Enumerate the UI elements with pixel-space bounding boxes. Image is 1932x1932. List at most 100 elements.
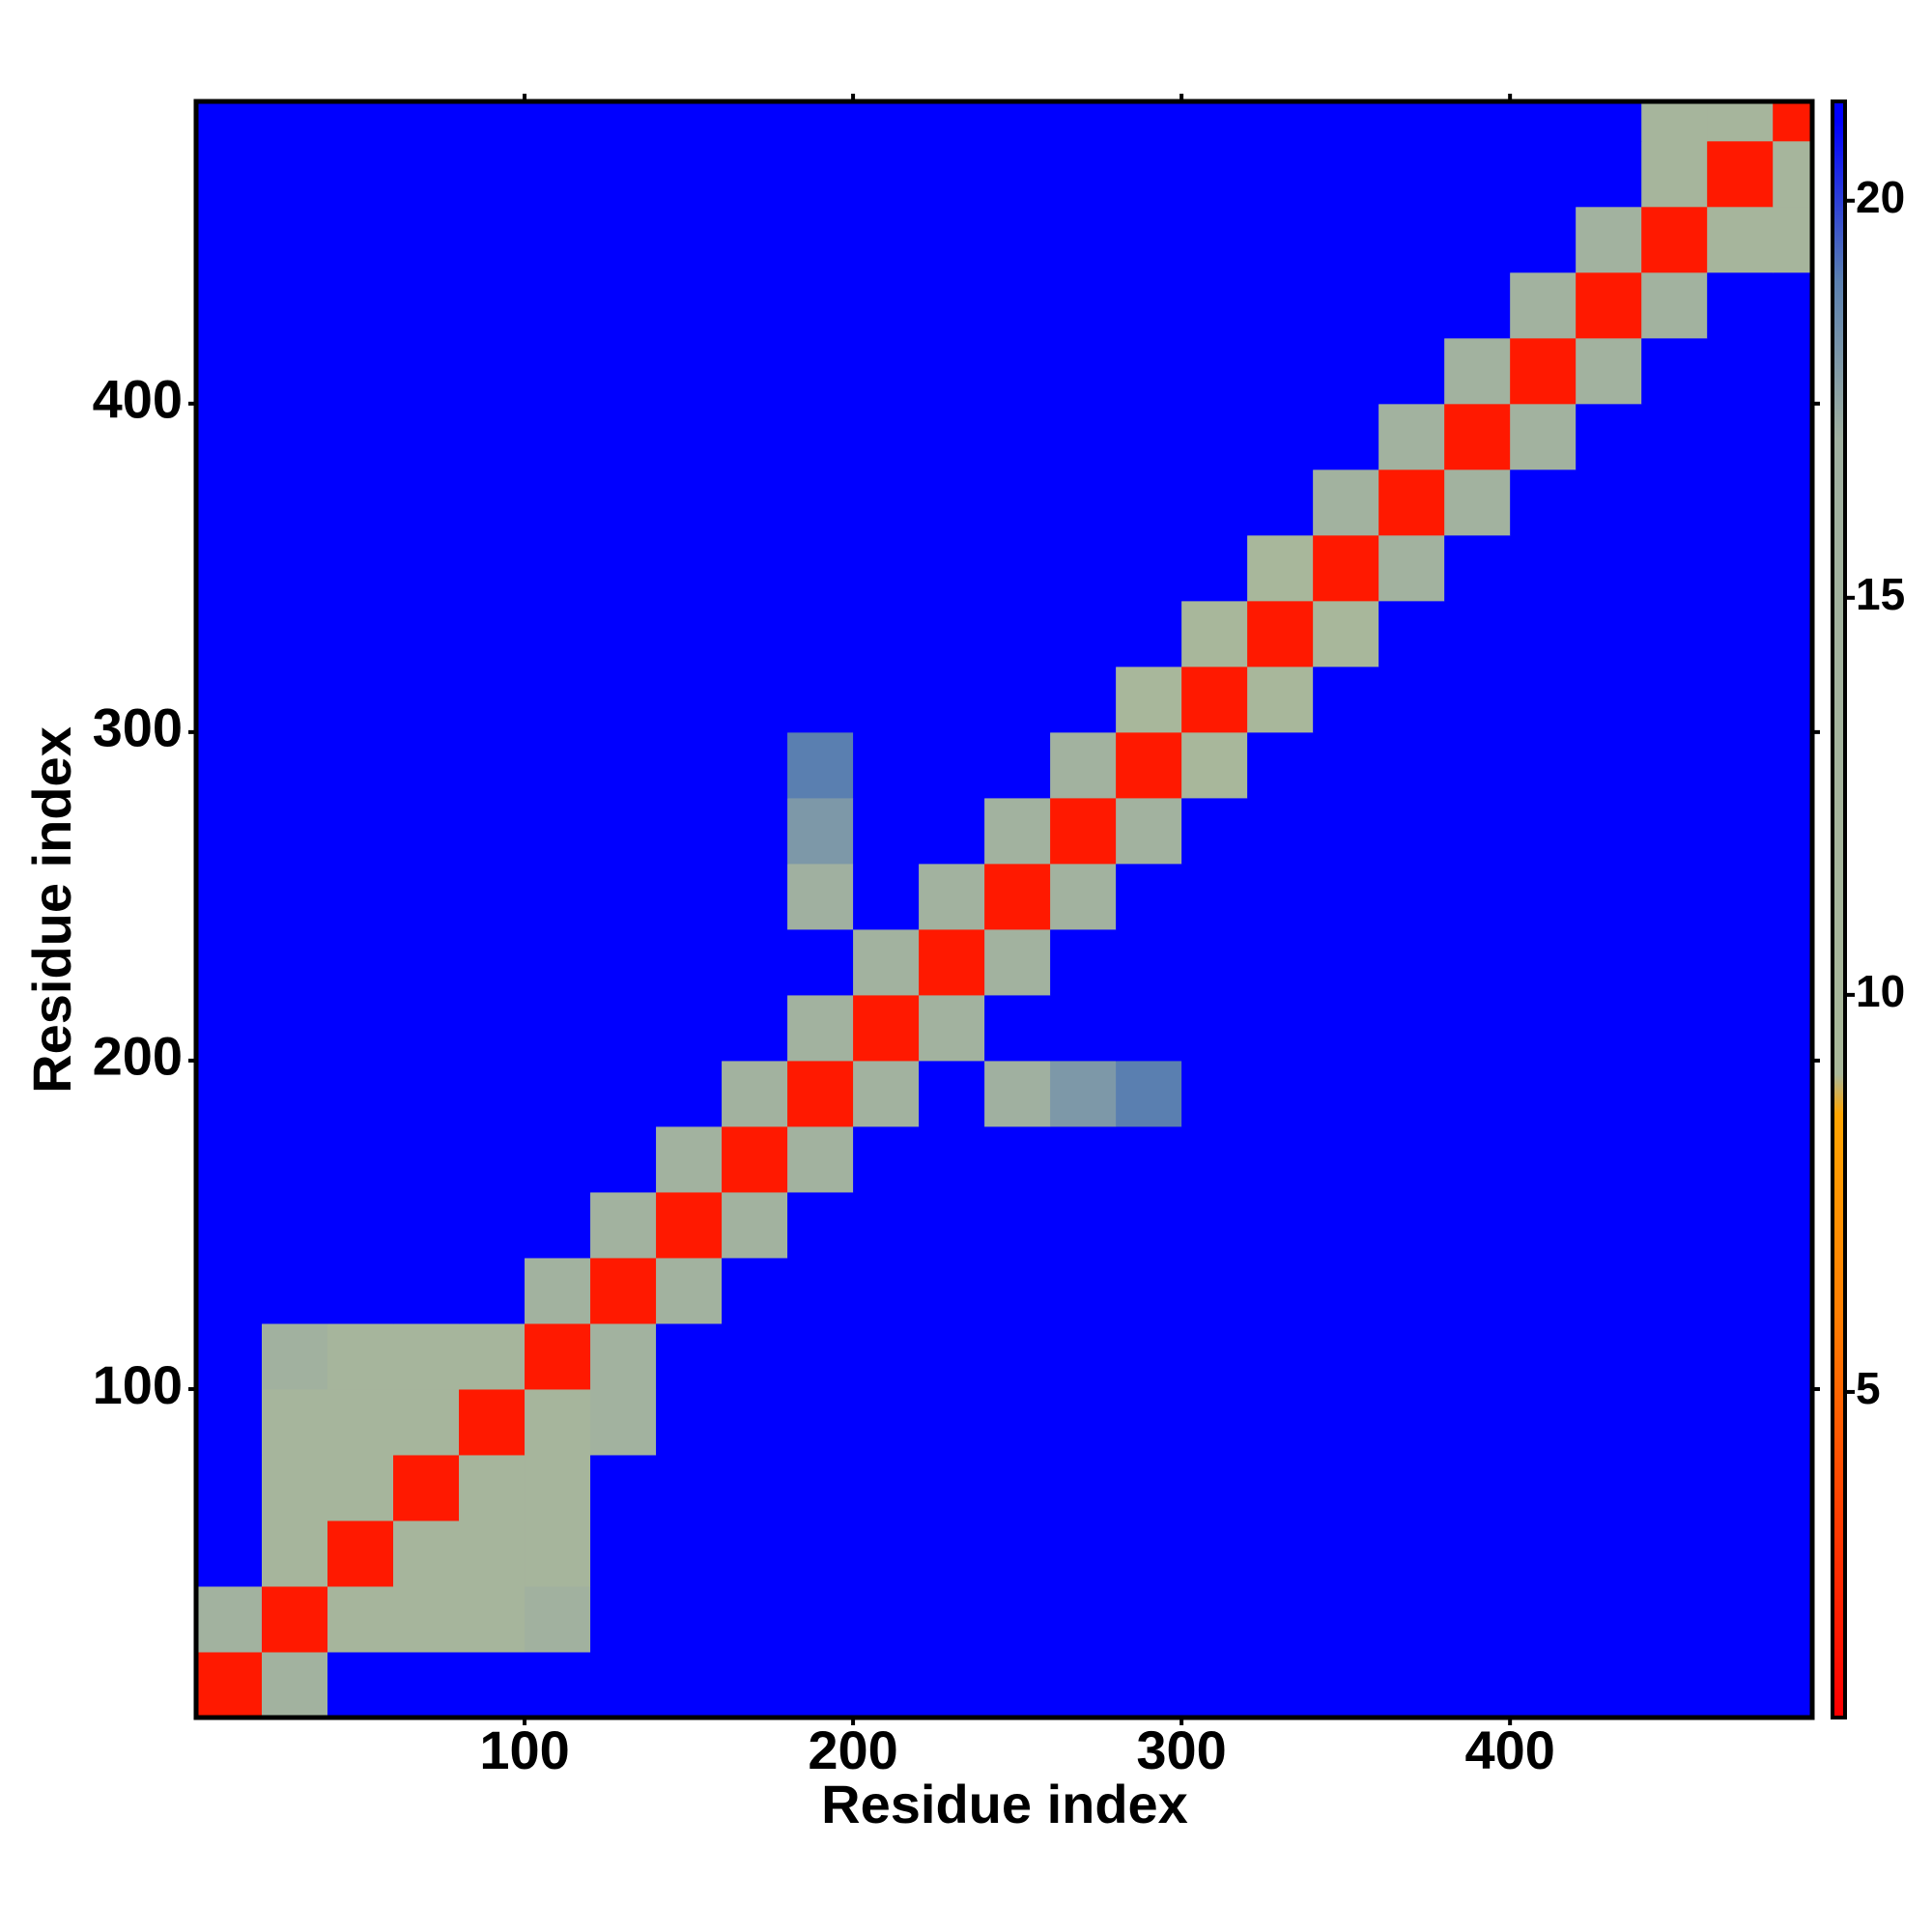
heat-cell [459,1060,526,1127]
heat-cell [1378,1125,1445,1193]
heat-cell [853,797,920,865]
heat-cell [1773,271,1813,339]
heat-cell [656,1191,723,1259]
heat-cell [722,206,788,273]
heat-cell [1378,337,1445,405]
heat-cell [787,1520,854,1587]
heat-cell [853,928,920,996]
heat-cell [1707,1125,1774,1193]
heat-cell [853,1125,920,1193]
heat-cell [1050,101,1117,142]
heat-cell [1181,206,1248,273]
heat-cell [1116,1322,1182,1390]
heat-cell [1313,1060,1379,1127]
heat-cell [1576,928,1642,996]
heat-cell [1116,1651,1182,1719]
heat-cell [590,469,657,536]
heat-cell [525,1651,591,1719]
heat-cell [590,403,657,470]
heat-cell [459,271,526,339]
heat-cell [393,101,460,142]
heat-cell [525,140,591,208]
heat-cell [327,928,394,996]
heat-cell [1773,140,1813,208]
heat-cell [1181,1454,1248,1521]
heat-cell [1707,863,1774,930]
heat-cell [1181,1191,1248,1259]
heat-cell [656,994,723,1062]
heat-cell [722,928,788,996]
heat-cell [1116,101,1182,142]
heat-cell [393,1585,460,1653]
heat-cell [853,534,920,602]
heat-cell [1378,731,1445,799]
heat-cell [262,1520,328,1587]
heat-cell [1313,1388,1379,1456]
heat-cell [590,1520,657,1587]
heat-cell [853,101,920,142]
heat-cell [1181,1520,1248,1587]
heat-cell [525,337,591,405]
heat-cell [1510,337,1577,405]
heat-cell [853,994,920,1062]
heat-cell [656,863,723,930]
heat-cell [459,1125,526,1193]
heat-cell [919,337,985,405]
heat-cell [1378,271,1445,339]
heat-cell [984,731,1051,799]
heat-cell [1313,1257,1379,1324]
heat-cell [1510,140,1577,208]
heat-cell [1313,797,1379,865]
heat-cell [393,403,460,470]
heat-cell [1707,206,1774,273]
heat-cell [1576,1257,1642,1324]
heat-cell [853,1191,920,1259]
heat-cell [525,101,591,142]
heat-cell [1116,140,1182,208]
heat-cell [262,1454,328,1521]
heat-cell [1378,1520,1445,1587]
heat-cell [1773,1520,1813,1587]
heat-cell [787,469,854,536]
heat-cell [787,731,854,799]
heat-cell [1641,101,1708,142]
heat-cell [327,140,394,208]
heat-cell [1773,1060,1813,1127]
heat-cell [1510,206,1577,273]
heat-cell [525,600,591,668]
heat-cell [1707,1191,1774,1259]
heat-cell [393,1060,460,1127]
heat-cell [1444,403,1511,470]
heat-cell [196,994,263,1062]
heat-cell [1707,469,1774,536]
heat-cell [1116,271,1182,339]
heat-cell [327,101,394,142]
heat-cell [1576,600,1642,668]
heat-cell [919,140,985,208]
heat-cell [1576,1191,1642,1259]
heat-cell [1510,1585,1577,1653]
heat-cell [787,337,854,405]
heat-cell [853,863,920,930]
heat-cell [1247,1520,1314,1587]
heat-cell [525,928,591,996]
heat-cell [1181,337,1248,405]
heat-cell [722,1454,788,1521]
heat-cell [1247,337,1314,405]
heat-cell [459,469,526,536]
heat-cell [1510,1125,1577,1193]
heat-cell [1576,206,1642,273]
heat-cell [1378,534,1445,602]
heat-cell [327,731,394,799]
heat-cell [1247,534,1314,602]
heat-cell [262,1322,328,1390]
heat-cell [1050,206,1117,273]
heat-cell [1641,1191,1708,1259]
heat-cell [262,1585,328,1653]
heat-cell [919,1388,985,1456]
heat-cell [1773,1322,1813,1390]
heat-cell [722,1520,788,1587]
heat-cell [1576,101,1642,142]
heat-cell [1378,1388,1445,1456]
heat-cell [1313,994,1379,1062]
